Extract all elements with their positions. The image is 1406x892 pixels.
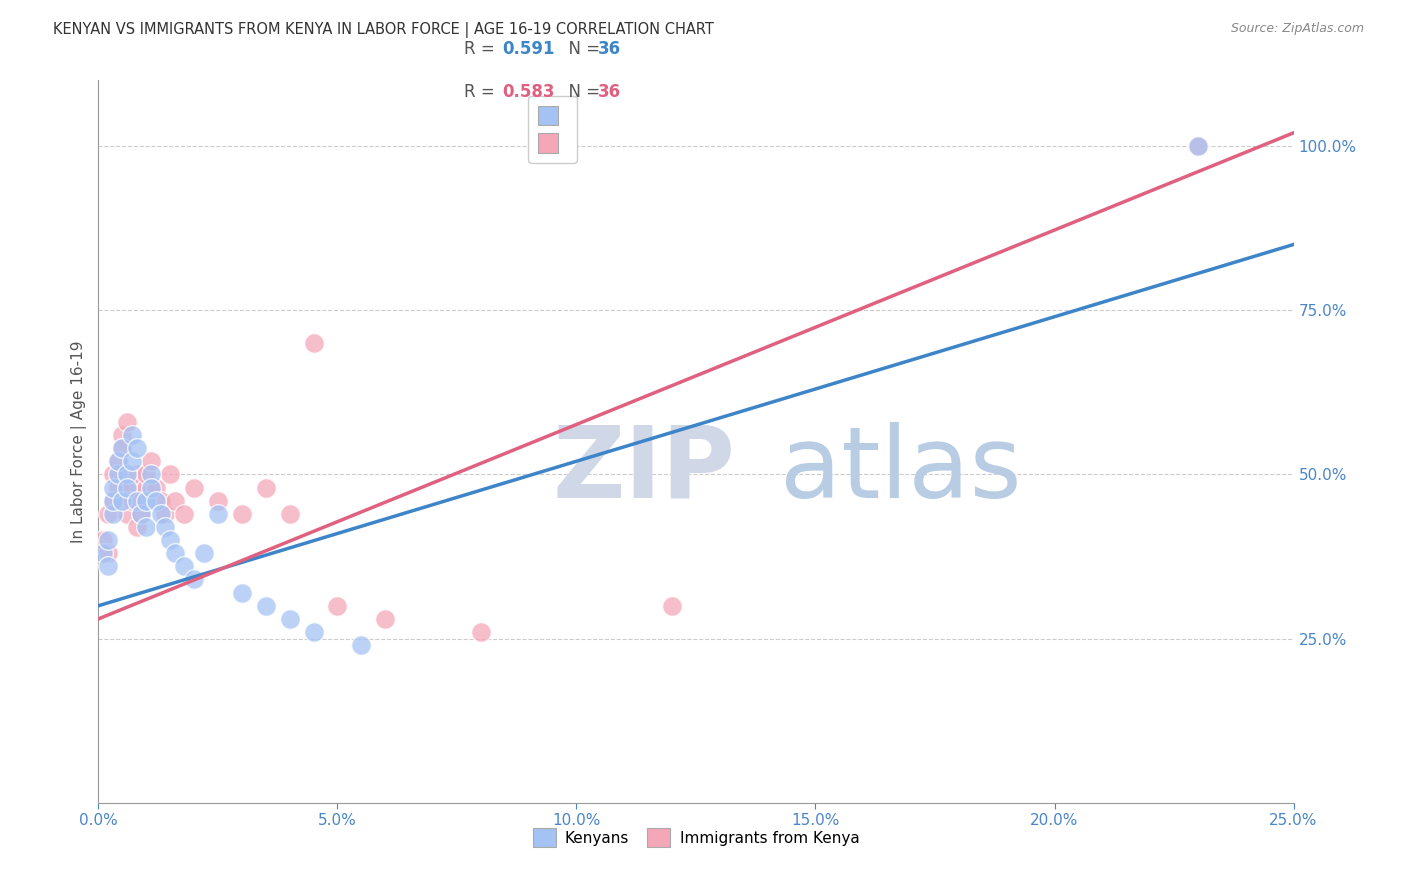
Point bbox=[111, 428, 134, 442]
Point bbox=[121, 481, 143, 495]
Point bbox=[149, 507, 172, 521]
Point bbox=[1187, 139, 1209, 153]
Point bbox=[135, 493, 157, 508]
Point bbox=[661, 599, 683, 613]
Point bbox=[115, 467, 138, 482]
Point bbox=[374, 612, 396, 626]
Text: Source: ZipAtlas.com: Source: ZipAtlas.com bbox=[1230, 22, 1364, 36]
Point bbox=[107, 454, 129, 468]
Point bbox=[163, 493, 186, 508]
Point bbox=[1187, 139, 1209, 153]
Text: atlas: atlas bbox=[779, 422, 1021, 519]
Point bbox=[121, 493, 143, 508]
Point bbox=[163, 546, 186, 560]
Point bbox=[254, 481, 277, 495]
Text: 0.583: 0.583 bbox=[502, 83, 554, 101]
Point bbox=[125, 467, 148, 482]
Point bbox=[173, 559, 195, 574]
Point bbox=[111, 441, 134, 455]
Point bbox=[101, 493, 124, 508]
Text: R =: R = bbox=[464, 83, 501, 101]
Point bbox=[183, 573, 205, 587]
Point bbox=[91, 546, 114, 560]
Point bbox=[121, 428, 143, 442]
Legend: Kenyans, Immigrants from Kenya: Kenyans, Immigrants from Kenya bbox=[526, 822, 866, 853]
Text: 0.591: 0.591 bbox=[502, 40, 554, 58]
Point bbox=[139, 454, 162, 468]
Point bbox=[115, 415, 138, 429]
Point bbox=[145, 493, 167, 508]
Point bbox=[111, 441, 134, 455]
Point bbox=[97, 507, 120, 521]
Point bbox=[193, 546, 215, 560]
Point bbox=[159, 533, 181, 547]
Point bbox=[173, 507, 195, 521]
Point bbox=[135, 481, 157, 495]
Text: N =: N = bbox=[558, 83, 606, 101]
Point bbox=[101, 467, 124, 482]
Point bbox=[139, 481, 162, 495]
Point bbox=[207, 493, 229, 508]
Point bbox=[107, 454, 129, 468]
Point bbox=[326, 599, 349, 613]
Y-axis label: In Labor Force | Age 16-19: In Labor Force | Age 16-19 bbox=[72, 340, 87, 543]
Text: 36: 36 bbox=[598, 40, 620, 58]
Point bbox=[131, 507, 153, 521]
Point bbox=[115, 507, 138, 521]
Text: KENYAN VS IMMIGRANTS FROM KENYA IN LABOR FORCE | AGE 16-19 CORRELATION CHART: KENYAN VS IMMIGRANTS FROM KENYA IN LABOR… bbox=[53, 22, 714, 38]
Point bbox=[302, 625, 325, 640]
Point bbox=[125, 441, 148, 455]
Point bbox=[125, 520, 148, 534]
Point bbox=[254, 599, 277, 613]
Text: 36: 36 bbox=[598, 83, 620, 101]
Point bbox=[101, 493, 124, 508]
Text: R =: R = bbox=[464, 40, 501, 58]
Point bbox=[350, 638, 373, 652]
Point bbox=[159, 467, 181, 482]
Point bbox=[97, 546, 120, 560]
Text: N =: N = bbox=[558, 40, 606, 58]
Point bbox=[278, 612, 301, 626]
Point bbox=[139, 467, 162, 482]
Point bbox=[111, 493, 134, 508]
Point bbox=[470, 625, 492, 640]
Point bbox=[207, 507, 229, 521]
Point bbox=[125, 493, 148, 508]
Point bbox=[231, 585, 253, 599]
Point bbox=[149, 493, 172, 508]
Point bbox=[121, 454, 143, 468]
Point bbox=[135, 467, 157, 482]
Point bbox=[107, 467, 129, 482]
Point bbox=[97, 559, 120, 574]
Point bbox=[302, 336, 325, 351]
Point bbox=[101, 507, 124, 521]
Point bbox=[131, 507, 153, 521]
Point bbox=[155, 507, 177, 521]
Point bbox=[183, 481, 205, 495]
Point bbox=[231, 507, 253, 521]
Point bbox=[278, 507, 301, 521]
Point bbox=[155, 520, 177, 534]
Point bbox=[145, 481, 167, 495]
Point bbox=[101, 481, 124, 495]
Point bbox=[135, 520, 157, 534]
Point bbox=[115, 481, 138, 495]
Point bbox=[107, 481, 129, 495]
Point bbox=[91, 533, 114, 547]
Point bbox=[97, 533, 120, 547]
Text: ZIP: ZIP bbox=[553, 422, 735, 519]
